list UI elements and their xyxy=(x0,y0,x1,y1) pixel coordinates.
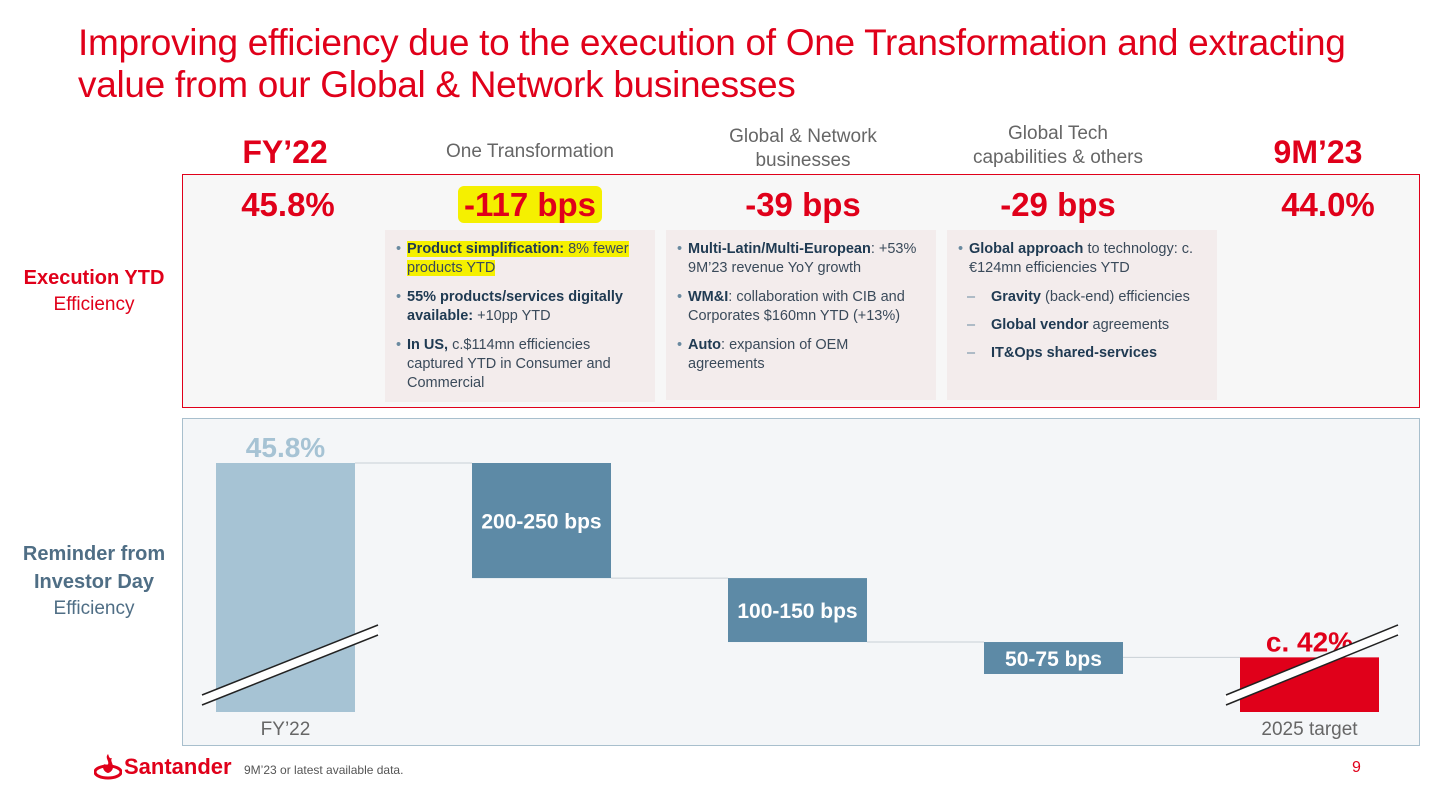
one-transformation-value-text: -117 bps xyxy=(457,186,603,223)
axis-break-gap xyxy=(200,625,380,705)
execution-ytd-label: Execution YTD Efficiency xyxy=(8,264,180,318)
bar-step xyxy=(728,578,867,643)
global-tech-value: -29 bps xyxy=(1000,186,1116,223)
list-item: Auto: expansion of OEM agreements xyxy=(677,336,922,374)
card-global-network: Multi-Latin/Multi-European: +53% 9M’23 r… xyxy=(666,230,936,400)
list-item: Global approach to technology: c.€124mn … xyxy=(958,240,1203,278)
axis-break-line xyxy=(201,624,379,696)
investor-day-sublabel: Efficiency xyxy=(53,598,135,619)
header-one-transformation: One Transformation xyxy=(446,141,614,162)
investor-day-title-line1: Reminder from xyxy=(22,543,166,565)
bar-step-label: 100-150 bps xyxy=(737,600,857,623)
list-item: In US, c.$114mn efficiencies captured YT… xyxy=(396,336,641,393)
x-label-end: 2025 target xyxy=(1261,719,1358,740)
9m23-efficiency-value: 44.0% xyxy=(1281,186,1375,223)
axis-break-line xyxy=(1225,634,1399,706)
header-global-network: Global & Network businesses xyxy=(729,126,877,171)
axis-break-line xyxy=(1225,624,1399,696)
header-global-tech: Global Tech capabilities & others xyxy=(972,123,1144,168)
bar-step xyxy=(984,642,1123,674)
execution-ytd-title: Execution YTD xyxy=(23,267,165,289)
list-item: WM&I: collaboration with CIB and Corpora… xyxy=(677,288,922,326)
investor-day-label: Reminder from Investor Day Efficiency xyxy=(4,540,184,622)
list-subitem: Global vendor agreements xyxy=(959,316,1203,335)
card-global-tech: Global approach to technology: c.€124mn … xyxy=(947,230,1217,400)
bar-step-label: 200-250 bps xyxy=(481,511,601,534)
bar-step-label: 50-75 bps xyxy=(1005,648,1102,671)
footnote: 9M’23 or latest available data. xyxy=(244,763,404,777)
card-one-transformation: Product simplification: 8% fewer product… xyxy=(385,230,655,402)
axis-break-gap xyxy=(1224,625,1400,705)
investor-day-title-line2: Investor Day xyxy=(33,571,155,593)
santander-wordmark: Santander xyxy=(124,754,232,779)
page-number: 9 xyxy=(1352,759,1361,776)
list-subitem: IT&Ops shared-services xyxy=(959,344,1203,363)
santander-logo: Santander xyxy=(94,752,244,782)
list-item: 55% products/services digitally availabl… xyxy=(396,288,641,326)
execution-ytd-sublabel: Efficiency xyxy=(53,294,135,315)
bar-step xyxy=(472,463,611,579)
slide-title: Improving efficiency due to the executio… xyxy=(78,22,1346,105)
list-subitem: Gravity (back-end) efficiencies xyxy=(959,288,1203,307)
header-9m23: 9M’23 xyxy=(1273,134,1363,170)
header-fy22: FY’22 xyxy=(242,134,328,170)
list-item: Product simplification: 8% fewer product… xyxy=(396,240,641,278)
one-transformation-value: -117 bps xyxy=(420,186,640,224)
bar-start-label: 45.8% xyxy=(246,432,325,463)
x-label-start: FY’22 xyxy=(261,719,311,740)
axis-break-line xyxy=(201,634,379,706)
bar-start xyxy=(216,463,355,712)
list-item: Multi-Latin/Multi-European: +53% 9M’23 r… xyxy=(677,240,922,278)
fy22-efficiency-value: 45.8% xyxy=(241,186,335,223)
santander-flame-icon xyxy=(94,754,122,780)
global-network-value: -39 bps xyxy=(745,186,861,223)
